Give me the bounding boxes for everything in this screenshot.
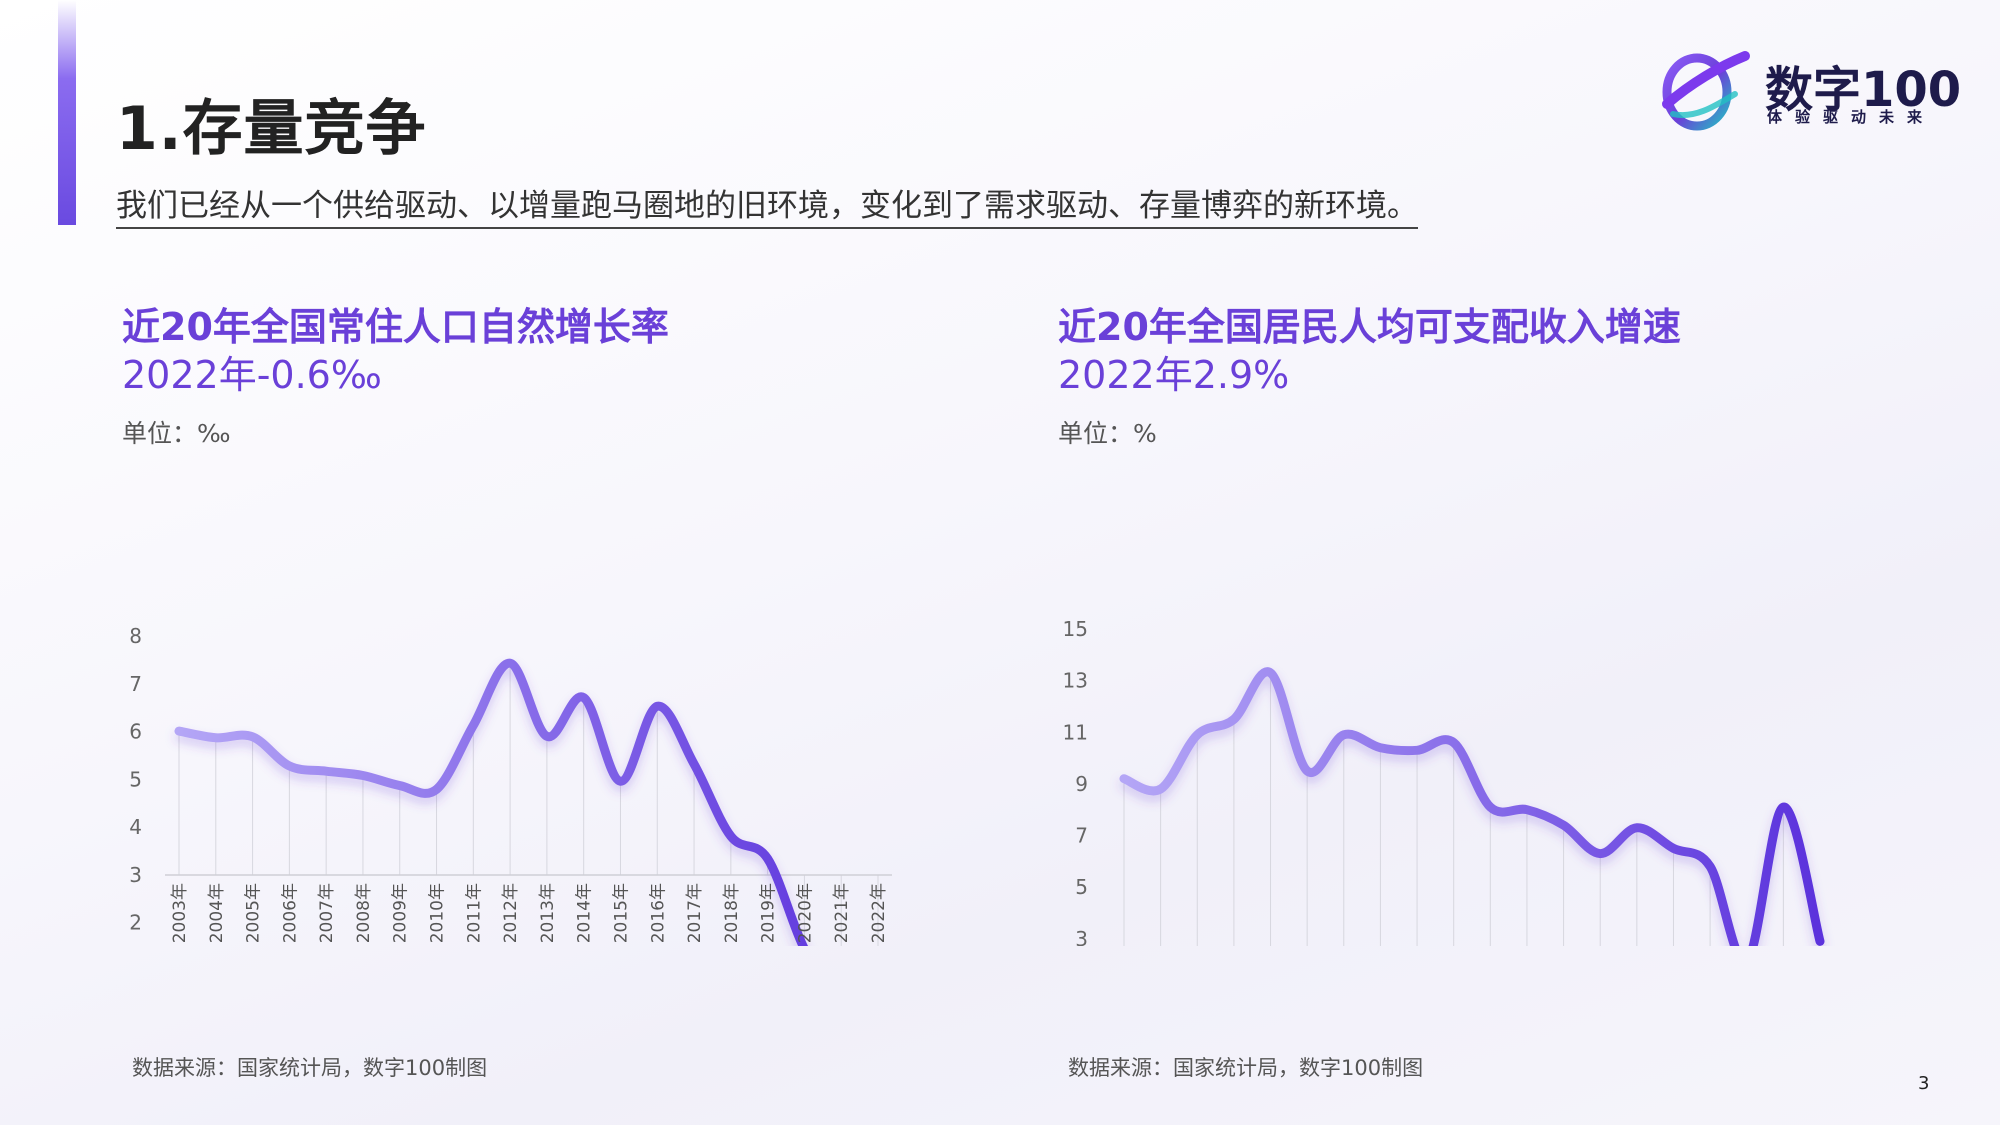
- x-tick-label: 2008年: [354, 883, 374, 943]
- data-point: [617, 778, 623, 784]
- chart-title: 近20年全国居民人均可支配收入增速: [1058, 305, 1681, 349]
- y-tick-label: 11: [1063, 720, 1088, 744]
- x-tick-label: 2004年: [207, 883, 227, 943]
- data-point: [1158, 786, 1164, 792]
- data-point: [1597, 851, 1603, 857]
- x-tick-label: 2020年: [795, 883, 815, 943]
- x-tick-label: 2010年: [428, 883, 448, 943]
- x-tick-label: 2015年: [611, 883, 631, 943]
- x-tick-label: 2003年: [170, 883, 190, 943]
- x-tick-label: 2022年: [869, 883, 889, 943]
- x-tick-label: 2012年: [501, 883, 521, 943]
- unit-label: 单位：%: [1058, 419, 1157, 448]
- x-tick-label: 2007年: [317, 883, 337, 943]
- logo-slogan: 体验驱动未来: [1767, 108, 1936, 126]
- data-point: [213, 735, 219, 741]
- chart-subtitle: 2022年2.9%: [1058, 353, 1290, 397]
- data-point: [176, 728, 182, 734]
- page-title: 1.存量竞争: [116, 94, 427, 164]
- x-tick-label: 2017年: [685, 883, 705, 943]
- data-point: [581, 695, 587, 701]
- logo-icon: [1662, 51, 1750, 131]
- x-tick-label: 2016年: [648, 883, 668, 943]
- x-tick-label: 2021年: [832, 883, 852, 943]
- data-point: [654, 703, 660, 709]
- data-point: [728, 833, 734, 839]
- y-tick-label: 9: [1075, 772, 1088, 796]
- data-point: [1707, 863, 1713, 869]
- y-tick-label: 13: [1063, 669, 1088, 693]
- y-tick-label: 3: [129, 863, 142, 887]
- data-point: [1487, 804, 1493, 810]
- x-tick-label: 2014年: [575, 883, 595, 943]
- data-point: [691, 761, 697, 767]
- y-tick-label: 5: [129, 767, 142, 791]
- data-point: [1377, 745, 1383, 751]
- income-growth-chart: 15131197531-12003年2004年2005年2006年2007年20…: [1063, 617, 1825, 946]
- series-line: [1119, 667, 1825, 946]
- population-growth-chart: 876543210-12003年2004年2005年2006年2007年2008…: [129, 624, 892, 946]
- x-tick-label: 2018年: [722, 883, 742, 943]
- data-point: [1414, 747, 1420, 753]
- data-point: [1121, 776, 1127, 782]
- data-point: [1304, 768, 1310, 774]
- x-tick-label: 2006年: [280, 883, 300, 943]
- data-point: [250, 734, 256, 740]
- data-point: [1670, 845, 1676, 851]
- page-subtitle: 我们已经从一个供给驱动、以增量跑马圈地的旧环境，变化到了需求驱动、存量博弈的新环…: [116, 180, 1418, 229]
- data-point: [397, 783, 403, 789]
- title-accent-bar: [58, 0, 76, 225]
- y-tick-label: 8: [129, 624, 142, 648]
- data-point: [507, 660, 513, 666]
- data-point: [1524, 807, 1530, 813]
- y-tick-label: 3: [1075, 927, 1088, 946]
- source-note: 数据来源：国家统计局，数字100制图: [132, 1056, 488, 1080]
- x-tick-label: 2013年: [538, 883, 558, 943]
- data-point: [765, 856, 771, 862]
- y-tick-label: 2: [129, 911, 142, 935]
- chart-panel-population: 近20年全国常住人口自然增长率 2022年-0.6‰ 单位：‰ 87654321…: [122, 296, 1022, 1086]
- data-point: [1341, 732, 1347, 738]
- data-point: [1268, 670, 1274, 676]
- data-point: [360, 773, 366, 779]
- x-tick-label: 2009年: [391, 883, 411, 943]
- y-tick-label: 6: [129, 720, 142, 744]
- chart-panel-income: 近20年全国居民人均可支配收入增速 2022年2.9% 单位：% 15 13 11 9…: [1058, 296, 1958, 1086]
- chart-subtitle: 2022年-0.6‰: [122, 353, 382, 397]
- data-point: [323, 768, 329, 774]
- data-point: [1817, 938, 1823, 944]
- data-point: [1561, 822, 1567, 828]
- y-tick-label: 7: [129, 672, 142, 696]
- x-tick-label: 2005年: [244, 883, 264, 943]
- data-point: [1194, 732, 1200, 738]
- data-point: [544, 733, 550, 739]
- data-point: [1634, 825, 1640, 831]
- data-point: [1780, 804, 1786, 810]
- y-tick-label: 5: [1075, 875, 1088, 899]
- unit-label: 单位：‰: [122, 419, 231, 448]
- y-tick-label: 15: [1063, 617, 1088, 641]
- x-tick-label: 2019年: [759, 883, 779, 943]
- brand-logo: 数字100 体验驱动未来: [1655, 44, 1961, 134]
- series-line: [174, 658, 809, 946]
- page-number: 3: [1918, 1073, 1930, 1094]
- source-note: 数据来源：国家统计局，数字100制图: [1068, 1056, 1424, 1080]
- y-tick-label: 4: [129, 815, 142, 839]
- data-point: [470, 722, 476, 728]
- data-point: [1451, 740, 1457, 746]
- y-tick-label: 7: [1075, 824, 1088, 848]
- data-point: [1231, 716, 1237, 722]
- x-tick-label: 2011年: [464, 883, 484, 943]
- chart-title: 近20年全国常住人口自然增长率: [122, 305, 669, 349]
- data-point: [286, 763, 292, 769]
- logo-name: 数字100: [1765, 62, 1962, 118]
- data-point: [434, 786, 440, 792]
